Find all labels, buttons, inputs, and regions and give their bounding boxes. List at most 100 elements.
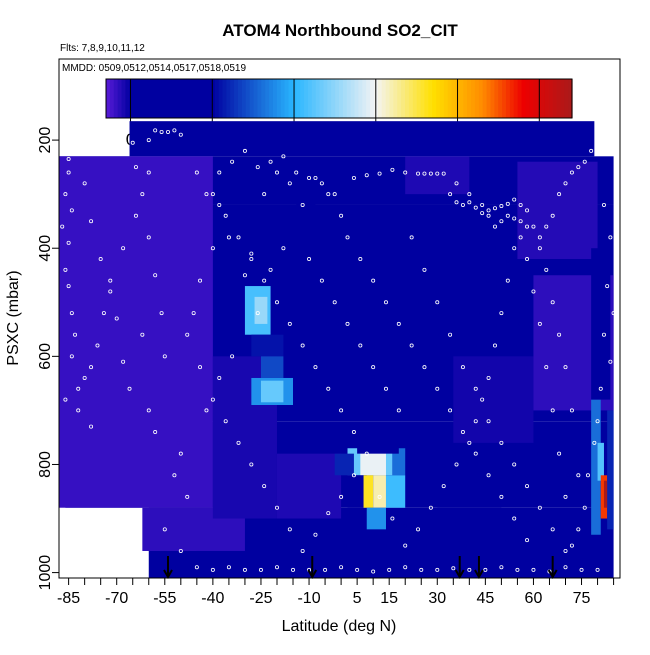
observation-point bbox=[592, 440, 597, 445]
colorbar-segment bbox=[323, 79, 328, 118]
observation-point bbox=[473, 205, 478, 210]
x-tick-label: -85 bbox=[57, 590, 80, 607]
observation-point bbox=[512, 246, 517, 251]
observation-point bbox=[300, 343, 305, 348]
observation-point bbox=[294, 170, 299, 175]
observation-point bbox=[255, 311, 260, 316]
colorbar-segment bbox=[354, 79, 360, 118]
colorbar-segment bbox=[362, 79, 367, 118]
observation-point bbox=[595, 146, 600, 151]
colorbar-segment bbox=[234, 79, 239, 118]
observation-point bbox=[537, 246, 542, 251]
observation-point bbox=[236, 440, 241, 445]
observation-point bbox=[480, 211, 485, 216]
observation-point bbox=[255, 165, 260, 170]
observation-point bbox=[146, 408, 151, 413]
observation-point bbox=[262, 484, 267, 489]
observation-point bbox=[63, 146, 68, 151]
colorbar-segment bbox=[222, 79, 227, 118]
colorbar-segment bbox=[172, 79, 177, 118]
observation-point bbox=[127, 386, 132, 391]
observation-point bbox=[89, 365, 94, 370]
observation-point bbox=[608, 359, 613, 364]
colorbar-segment bbox=[478, 79, 484, 118]
x-tick-label: 60 bbox=[525, 590, 543, 607]
observation-point bbox=[505, 201, 510, 206]
observation-point bbox=[576, 527, 581, 532]
flight-arrow-head bbox=[163, 569, 173, 580]
observation-point bbox=[499, 311, 504, 316]
observation-point bbox=[345, 235, 350, 240]
colorbar-segment bbox=[548, 79, 554, 118]
y-tick-label: 800 bbox=[37, 451, 54, 478]
observation-point bbox=[217, 170, 222, 175]
observation-point bbox=[550, 213, 555, 218]
colorbar-segment bbox=[311, 79, 317, 118]
observation-point bbox=[422, 267, 427, 272]
observation-point bbox=[76, 143, 81, 148]
heatmap-cell bbox=[260, 380, 284, 403]
heatmap-cell bbox=[366, 507, 386, 530]
observation-point bbox=[611, 311, 616, 316]
colorbar-segment bbox=[342, 79, 348, 118]
heatmap-cell bbox=[517, 161, 598, 260]
observation-point bbox=[249, 251, 254, 256]
observation-point bbox=[69, 311, 74, 316]
heatmap-cell bbox=[591, 248, 611, 400]
observation-point bbox=[557, 332, 562, 337]
colorbar-segment bbox=[253, 79, 259, 118]
observation-point bbox=[364, 451, 369, 456]
observation-point bbox=[210, 397, 215, 402]
colorbar-segment bbox=[272, 79, 278, 118]
observation-point bbox=[159, 129, 164, 134]
colorbar-segment bbox=[544, 79, 550, 118]
colorbar-segment bbox=[335, 79, 340, 118]
observation-point bbox=[274, 170, 279, 175]
colorbar-segment bbox=[175, 79, 181, 118]
observation-point bbox=[589, 148, 594, 153]
observation-point bbox=[467, 192, 472, 197]
observation-point bbox=[550, 300, 555, 305]
observation-point bbox=[332, 192, 337, 197]
observation-point bbox=[390, 516, 395, 521]
colorbar-segment bbox=[238, 79, 243, 118]
colorbar-segment bbox=[245, 79, 251, 118]
observation-point bbox=[242, 148, 247, 153]
colorbar-segment bbox=[168, 79, 173, 118]
colorbar-segment bbox=[276, 79, 282, 118]
observation-point bbox=[153, 128, 158, 133]
observation-point bbox=[351, 175, 356, 180]
colorbar-segment bbox=[339, 79, 344, 118]
heatmap-cell bbox=[453, 356, 534, 443]
observation-point bbox=[537, 235, 542, 240]
heatmap-cell bbox=[251, 215, 277, 243]
observation-point bbox=[339, 494, 344, 499]
heatmap-cell bbox=[325, 550, 358, 578]
observation-point bbox=[242, 567, 247, 572]
observation-point bbox=[569, 408, 574, 413]
observation-point bbox=[204, 408, 209, 413]
colorbar-segment bbox=[564, 79, 569, 118]
observation-point bbox=[108, 278, 113, 283]
observation-point bbox=[165, 129, 170, 134]
colorbar-segment bbox=[113, 79, 119, 118]
observation-point bbox=[281, 154, 286, 159]
observation-point bbox=[492, 224, 497, 229]
colorbar-frame bbox=[105, 78, 573, 119]
y-axis: 200 400 600 800 1000 bbox=[37, 127, 59, 590]
observation-point bbox=[319, 181, 324, 186]
observation-point bbox=[146, 235, 151, 240]
observation-point bbox=[460, 365, 465, 370]
colorbar-segment bbox=[560, 79, 565, 118]
observation-point bbox=[396, 321, 401, 326]
colorbar-segment bbox=[210, 79, 216, 118]
observation-point bbox=[512, 462, 517, 467]
colorbar-segment bbox=[358, 79, 363, 118]
observation-point bbox=[185, 494, 190, 499]
colorbar-segment bbox=[451, 79, 457, 118]
observation-point bbox=[473, 451, 478, 456]
observation-point bbox=[371, 569, 376, 574]
colorbar-segment bbox=[304, 79, 309, 118]
heatmap-cell bbox=[607, 410, 614, 530]
